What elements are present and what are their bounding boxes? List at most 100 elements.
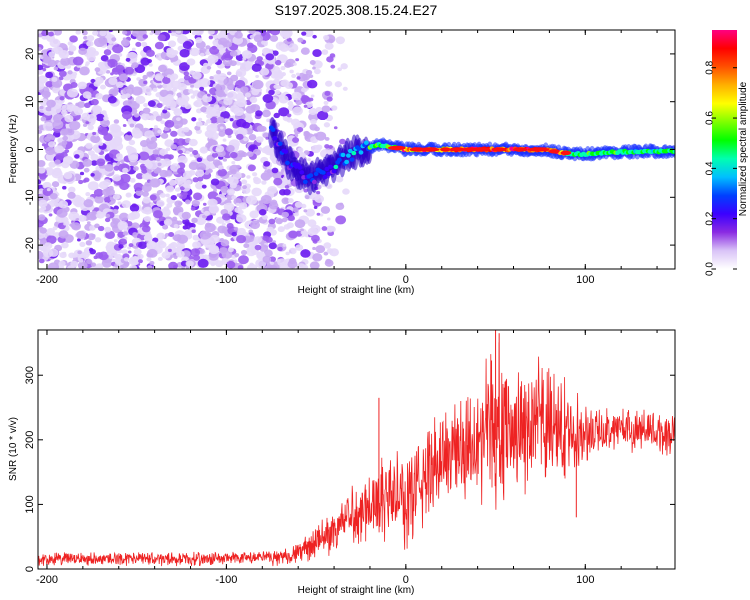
ridge-core — [313, 171, 319, 177]
noise-blob — [234, 252, 240, 258]
noise-blob — [191, 217, 198, 224]
noise-blob — [269, 35, 279, 42]
noise-blob — [159, 220, 166, 226]
noise-blob — [170, 73, 179, 80]
noise-blob — [221, 222, 226, 226]
noise-blob — [71, 222, 82, 231]
noise-blob — [308, 107, 318, 116]
noise-blob — [236, 234, 247, 244]
noise-blob — [45, 71, 54, 79]
noise-blob — [85, 121, 90, 125]
colorbar-tick-label: 0.6 — [705, 111, 716, 125]
noise-blob — [141, 183, 152, 193]
snr-line — [38, 342, 675, 567]
noise-blob — [104, 217, 111, 223]
snr-x-tick-label: 100 — [576, 574, 594, 586]
noise-blob — [222, 138, 227, 142]
snr-marks — [38, 330, 675, 567]
noise-blob — [224, 128, 234, 136]
noise-blob — [112, 162, 117, 166]
noise-blob — [54, 167, 61, 173]
noise-blob — [42, 121, 54, 132]
noise-blob — [304, 194, 310, 200]
noise-blob — [205, 51, 211, 56]
noise-blob — [335, 202, 345, 211]
noise-blob — [206, 93, 211, 97]
noise-blob — [209, 234, 220, 243]
spectrogram-y-tick-label: -20 — [24, 237, 36, 253]
noise-blob — [273, 112, 280, 119]
noise-blob — [193, 99, 203, 108]
noise-blob — [162, 109, 168, 114]
noise-blob — [300, 94, 310, 103]
noise-blob — [171, 80, 182, 90]
noise-blob — [99, 30, 107, 37]
noise-blob — [259, 244, 269, 252]
noise-blob — [295, 58, 300, 62]
noise-blob — [188, 89, 194, 94]
noise-blob — [83, 167, 90, 173]
noise-blob — [284, 61, 292, 68]
noise-blob — [312, 66, 316, 70]
noise-blob — [184, 199, 191, 205]
noise-blob — [235, 202, 240, 207]
noise-blob — [307, 79, 318, 89]
noise-blob — [246, 195, 258, 205]
noise-blob — [175, 30, 182, 34]
noise-blob — [39, 227, 47, 234]
noise-blob — [189, 70, 195, 75]
noise-blob — [219, 126, 224, 130]
noise-blob — [243, 243, 250, 249]
noise-blob — [159, 148, 168, 156]
colorbar-ticks: 0.0 0.2 0.4 0.6 0.8 — [705, 60, 737, 276]
noise-blob — [39, 244, 47, 252]
noise-blob — [66, 88, 79, 98]
noise-blob — [260, 194, 272, 205]
noise-blob — [190, 95, 196, 99]
noise-blob — [263, 160, 271, 167]
noise-blob — [112, 44, 124, 54]
noise-blob — [128, 243, 134, 248]
noise-blob — [133, 113, 140, 118]
noise-blob — [72, 253, 78, 258]
noise-blob — [210, 178, 220, 186]
noise-blob — [191, 199, 200, 207]
noise-blob — [68, 45, 77, 52]
noise-blob — [144, 130, 155, 139]
noise-blob — [38, 258, 45, 264]
noise-blob — [294, 201, 303, 208]
noise-blob — [273, 177, 283, 186]
noise-blob — [128, 154, 139, 163]
noise-blob — [269, 30, 281, 36]
noise-blob — [169, 179, 177, 186]
noise-blob — [190, 84, 194, 88]
noise-blob — [117, 201, 122, 205]
noise-blob — [92, 106, 102, 114]
noise-blob — [122, 37, 127, 41]
noise-blob — [245, 92, 252, 98]
ridge-peak — [387, 145, 406, 151]
noise-blob — [113, 239, 118, 243]
noise-blob — [281, 211, 289, 218]
noise-blob — [176, 138, 186, 146]
noise-blob — [174, 125, 180, 130]
noise-blob — [208, 204, 220, 214]
noise-blob — [292, 137, 300, 144]
noise-blob — [255, 74, 260, 78]
noise-blob — [173, 108, 183, 116]
noise-blob — [146, 71, 154, 77]
noise-blob — [154, 41, 164, 50]
noise-blob — [208, 251, 219, 261]
ridge-core — [347, 148, 353, 154]
noise-blob — [76, 230, 87, 239]
noise-blob — [200, 106, 208, 113]
noise-blob — [286, 222, 294, 229]
noise-blob — [226, 188, 236, 196]
noise-blob — [207, 198, 218, 208]
noise-blob — [223, 202, 235, 212]
noise-blob — [94, 237, 102, 243]
noise-blob — [142, 34, 149, 39]
noise-blob — [324, 90, 331, 97]
noise-blob — [79, 171, 85, 176]
noise-blob — [137, 253, 144, 260]
